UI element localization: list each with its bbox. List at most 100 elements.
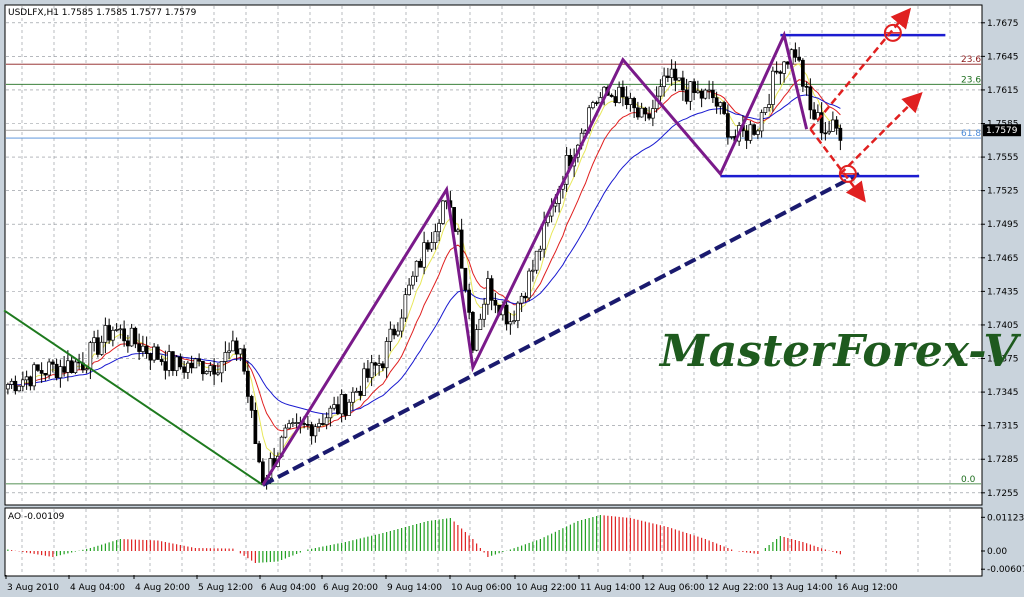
candle-body [624, 96, 629, 105]
candle-body [129, 327, 134, 347]
candle-body [752, 124, 756, 135]
candle-body [291, 422, 295, 425]
candle-body [167, 351, 171, 371]
candle-body [759, 112, 764, 132]
candle-body [688, 81, 693, 102]
y-tick-label: 1.7405 [987, 321, 1019, 331]
x-tick-label: 6 Aug 04:00 [261, 583, 316, 593]
projection-arrow [809, 7, 912, 130]
y-tick-label: 1.7375 [987, 355, 1019, 365]
candle-body [88, 342, 93, 370]
candle-body [411, 275, 415, 286]
candle-body [834, 119, 839, 129]
candle-body [351, 391, 355, 403]
x-tick-label: 10 Aug 06:00 [451, 583, 512, 593]
candle-body [354, 390, 359, 393]
candle-body [156, 346, 160, 360]
candle-body [294, 422, 299, 424]
wave-path [261, 30, 809, 486]
x-tick-label: 11 Aug 14:00 [580, 583, 641, 593]
candle-body [726, 113, 730, 138]
candle-body [489, 278, 494, 301]
candle-body [96, 337, 100, 355]
candle-body [171, 351, 175, 372]
candle-body [306, 423, 310, 426]
candle-body [771, 70, 775, 105]
candle-body [722, 102, 726, 114]
candle-body [144, 345, 149, 354]
candle-body [756, 130, 760, 135]
candle-body [437, 223, 441, 233]
brand-watermark: MasterForex-V [658, 326, 1021, 377]
candle-body [189, 362, 194, 369]
candle-body [801, 59, 805, 87]
candle-body [388, 328, 393, 342]
candle-body [778, 71, 783, 74]
candle-body [763, 107, 768, 113]
candle-body [223, 352, 228, 362]
candle-body [519, 295, 524, 304]
candle-body [321, 423, 325, 425]
candle-body [126, 340, 130, 347]
y-tick-label: 1.7615 [987, 86, 1019, 96]
candle-body [804, 85, 809, 88]
y-tick-label: 1.7345 [987, 388, 1019, 398]
x-tick-label: 3 Aug 2010 [7, 583, 59, 593]
candle-body [699, 90, 704, 99]
candle-body [302, 423, 306, 425]
candle-body [793, 49, 798, 58]
candle-body [152, 346, 156, 361]
candle-body [54, 363, 59, 379]
y-tick-label: 1.7675 [987, 19, 1019, 29]
candle-body [257, 443, 261, 463]
candle-body [336, 404, 340, 415]
candle-body [28, 376, 33, 387]
candle-body [246, 370, 250, 397]
candle-body [441, 200, 445, 224]
candle-body [17, 385, 21, 392]
candle-body [662, 75, 666, 87]
fib-label: 23.6 [961, 55, 981, 65]
x-tick-label: 12 Aug 22:00 [708, 583, 769, 593]
candle-body [613, 96, 618, 103]
candle-body [786, 61, 790, 65]
candle-body [13, 380, 18, 392]
candle-body [628, 98, 633, 105]
candle-body [429, 242, 434, 250]
fib-label: 0.0 [961, 475, 976, 485]
candle-body [433, 231, 438, 243]
candle-body [99, 341, 104, 355]
candle-body [399, 317, 404, 332]
candle-body [69, 360, 74, 373]
candle-body [703, 89, 708, 99]
fib-label: 61.8 [961, 129, 981, 139]
candle-body [636, 107, 640, 118]
candle-body [122, 328, 126, 342]
candle-body [73, 361, 78, 373]
y-tick-label: 1.7465 [987, 254, 1019, 264]
candle-body [827, 131, 831, 134]
candle-body [21, 379, 25, 387]
candle-body [366, 368, 370, 378]
candle-body [666, 75, 670, 78]
candle-body [39, 370, 44, 374]
candle-body [812, 109, 816, 120]
candle-body [309, 424, 314, 437]
candle-body [591, 102, 595, 109]
candle-body [523, 295, 528, 299]
candle-body [508, 321, 513, 325]
projection-arrow [809, 128, 866, 203]
candle-body [6, 384, 10, 390]
candle-body [392, 328, 396, 336]
x-tick-label: 9 Aug 14:00 [387, 583, 442, 593]
candle-body [538, 248, 543, 252]
ao-y-tick-label: 0.01123 [987, 513, 1024, 523]
candle-body [332, 404, 336, 409]
candle-body [9, 380, 14, 385]
candle-body [714, 97, 719, 107]
candle-body [148, 353, 153, 361]
candle-body [677, 77, 681, 81]
trendlines [3, 33, 946, 487]
